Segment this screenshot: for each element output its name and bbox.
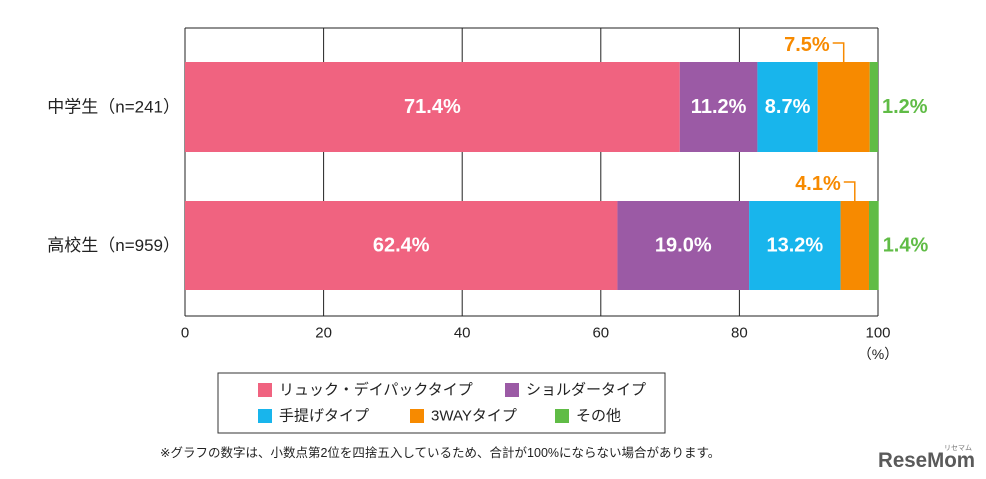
category-label: 中学生（n=241） [47, 98, 180, 117]
logo-wordmark: ReseMom [878, 449, 975, 472]
value-label: 1.4% [883, 235, 929, 257]
value-label: 8.7% [765, 96, 811, 118]
x-tick-label: 0 [181, 325, 189, 342]
x-tick-label: 40 [454, 325, 471, 342]
legend-label: その他 [576, 408, 621, 425]
legend-swatch [505, 383, 519, 397]
bar-segment [817, 62, 870, 152]
value-label: 19.0% [655, 235, 712, 257]
legend-swatch [410, 409, 424, 423]
x-axis-unit: （%） [858, 346, 898, 362]
bar-segment [757, 62, 818, 152]
value-label: 13.2% [766, 235, 823, 257]
legend-label: 3WAYタイプ [431, 408, 517, 425]
legend-swatch [258, 383, 272, 397]
bars-layer [185, 62, 879, 290]
resemom-logo: リセマム ReseMom [878, 444, 975, 472]
x-tick-label: 100 [865, 325, 890, 342]
x-tick-label: 80 [731, 325, 748, 342]
bar-segment [869, 62, 878, 152]
value-label: 62.4% [373, 235, 430, 257]
value-label: 71.4% [404, 96, 461, 118]
bar-segment [185, 201, 618, 290]
label-leader-line [843, 181, 856, 201]
grid-layer: 0 20 40 60 80 100 （%） [181, 27, 898, 362]
legend-label: ショルダータイプ [526, 382, 646, 399]
legend-label: 手提げタイプ [279, 408, 369, 425]
x-tick-label: 20 [315, 325, 332, 342]
value-label: 1.2% [882, 96, 928, 118]
bar-segment [840, 201, 869, 290]
label-leader-line [832, 42, 845, 62]
value-label: 7.5% [784, 34, 830, 56]
bar-segment [617, 201, 750, 290]
legend-swatch [258, 409, 272, 423]
x-tick-label: 60 [592, 325, 609, 342]
value-label: 11.2% [691, 96, 747, 118]
labels-layer: 中学生（n=241） 71.4% 11.2% 8.7% 7.5% 1.2% 高校生（n=95… [47, 34, 928, 257]
legend-swatch [555, 409, 569, 423]
bar-segment [679, 62, 758, 152]
logo-subtitle: リセマム [944, 444, 972, 452]
category-label: 高校生（n=959） [47, 236, 180, 255]
footnote: ※グラフの数字は、小数点第2位を四捨五入しているため、合計が100%にならない場… [160, 445, 720, 460]
bar-segment [749, 201, 841, 290]
legend-label: リュック・デイパックタイプ [279, 381, 473, 399]
bar-segment [185, 62, 680, 152]
legend-box [217, 372, 666, 434]
value-label: 4.1% [795, 173, 841, 195]
bar-segment [868, 201, 879, 290]
